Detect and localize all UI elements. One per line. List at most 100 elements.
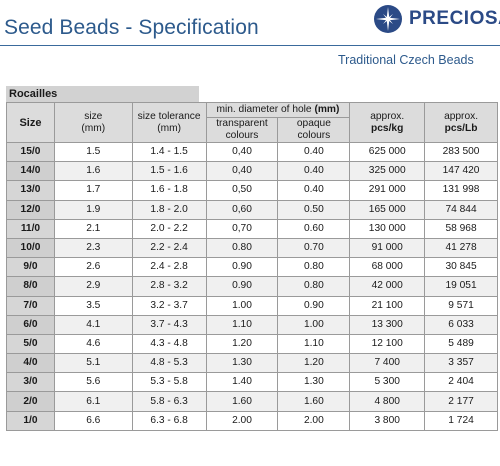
table-cell-mm: 2.9 (53, 276, 133, 297)
table-cell-size: 7/0 (6, 295, 55, 316)
table-cell-tolerance: 3.7 - 4.3 (131, 314, 207, 335)
table-row: 13/0 1.7 1.6 - 1.8 0,50 0.40 291 000 131 998 (6, 180, 498, 201)
column-header-size: Size (6, 102, 55, 143)
header-divider (0, 45, 500, 46)
table-cell-kg: 91 000 (349, 237, 426, 259)
table-cell-mm: 4.6 (53, 333, 133, 355)
table-cell-lb: 6 033 (424, 314, 498, 335)
table-cell-tolerance: 2.4 - 2.8 (131, 257, 207, 278)
table-cell-lb: 1 724 (424, 410, 498, 431)
table-row: 8/0 2.9 2.8 - 3.2 0.90 0.80 42 000 19 051 (6, 276, 498, 297)
column-group-hole-diameter: min. diameter of hole (mm) (205, 102, 351, 118)
table-cell-size: 4/0 (6, 353, 55, 374)
table-cell-transparent: 0,50 (205, 180, 279, 201)
table-cell-tolerance: 2.0 - 2.2 (131, 218, 207, 239)
table-cell-tolerance: 1.4 - 1.5 (131, 141, 207, 163)
table-cell-mm: 5.6 (53, 372, 133, 393)
table-row: 10/0 2.3 2.2 - 2.4 0.80 0.70 91 000 41 278 (6, 237, 498, 259)
table-cell-opaque: 0.40 (277, 161, 351, 182)
table-row: 5/0 4.6 4.3 - 4.8 1.20 1.10 12 100 5 489 (6, 333, 498, 355)
column-header-transparent: transparent colours (205, 117, 279, 143)
table-row: 12/0 1.9 1.8 - 2.0 0,60 0.50 165 000 74 844 (6, 199, 498, 220)
table-cell-mm: 1.9 (53, 199, 133, 220)
table-cell-transparent: 1.10 (205, 314, 279, 335)
section-label: Rocailles (6, 86, 199, 102)
table-cell-tolerance: 2.2 - 2.4 (131, 237, 207, 259)
column-header-pcs-kg: approx. pcs/kg (349, 102, 426, 143)
table-cell-transparent: 0,40 (205, 141, 279, 163)
table-cell-mm: 2.6 (53, 257, 133, 278)
table-cell-transparent: 0,40 (205, 161, 279, 182)
star-burst-icon (374, 5, 402, 33)
table-row: 4/0 5.1 4.8 - 5.3 1.30 1.20 7 400 3 357 (6, 353, 498, 374)
brand-tagline: Traditional Czech Beads (338, 53, 474, 67)
table-cell-opaque: 1.20 (277, 353, 351, 374)
column-header-pcs-lb: approx. pcs/Lb (424, 102, 498, 143)
table-cell-kg: 42 000 (349, 276, 426, 297)
table-cell-lb: 30 845 (424, 257, 498, 278)
table-cell-mm: 6.6 (53, 410, 133, 431)
table-cell-opaque: 2.00 (277, 410, 351, 431)
table-cell-kg: 68 000 (349, 257, 426, 278)
table-cell-kg: 13 300 (349, 314, 426, 335)
table-cell-mm: 1.6 (53, 161, 133, 182)
table-cell-opaque: 0.90 (277, 295, 351, 316)
table-cell-opaque: 1.30 (277, 372, 351, 393)
table-row: 7/0 3.5 3.2 - 3.7 1.00 0.90 21 100 9 571 (6, 295, 498, 316)
table-cell-size: 15/0 (6, 141, 55, 163)
table-body: 15/0 1.5 1.4 - 1.5 0,40 0.40 625 000 283 500 14… (6, 141, 498, 431)
brand-logo: PRECIOSA (373, 4, 500, 34)
table-cell-size: 5/0 (6, 333, 55, 355)
column-header-opaque: opaque colours (277, 117, 351, 143)
table-cell-transparent: 0,70 (205, 218, 279, 239)
table-cell-tolerance: 5.3 - 5.8 (131, 372, 207, 393)
table-cell-lb: 58 968 (424, 218, 498, 239)
table-cell-mm: 4.1 (53, 314, 133, 335)
table-cell-size: 14/0 (6, 161, 55, 182)
column-header-tolerance: size tolerance (mm) (131, 102, 207, 143)
table-cell-tolerance: 3.2 - 3.7 (131, 295, 207, 316)
table-cell-size: 13/0 (6, 180, 55, 201)
table-cell-kg: 5 300 (349, 372, 426, 393)
table-cell-transparent: 1.40 (205, 372, 279, 393)
table-cell-tolerance: 1.6 - 1.8 (131, 180, 207, 201)
table-cell-transparent: 0.80 (205, 237, 279, 259)
table-cell-opaque: 0.80 (277, 276, 351, 297)
table-cell-transparent: 1.00 (205, 295, 279, 316)
table-cell-lb: 2 404 (424, 372, 498, 393)
table-cell-size: 1/0 (6, 410, 55, 431)
table-cell-opaque: 0.60 (277, 218, 351, 239)
table-cell-lb: 2 177 (424, 391, 498, 412)
table-cell-tolerance: 4.3 - 4.8 (131, 333, 207, 355)
table-cell-lb: 41 278 (424, 237, 498, 259)
table-cell-lb: 131 998 (424, 180, 498, 201)
table-cell-kg: 3 800 (349, 410, 426, 431)
table-cell-opaque: 0.70 (277, 237, 351, 259)
table-cell-opaque: 1.10 (277, 333, 351, 355)
table-cell-tolerance: 1.8 - 2.0 (131, 199, 207, 220)
table-cell-kg: 130 000 (349, 218, 426, 239)
specification-table: Size size (mm) size tolerance (mm) min. di… (6, 102, 498, 431)
table-cell-lb: 19 051 (424, 276, 498, 297)
table-cell-lb: 74 844 (424, 199, 498, 220)
table-cell-tolerance: 2.8 - 3.2 (131, 276, 207, 297)
table-cell-size: 12/0 (6, 199, 55, 220)
table-cell-opaque: 1.60 (277, 391, 351, 412)
column-header-size-mm: size (mm) (53, 102, 133, 143)
brand-name: PRECIOSA (409, 8, 500, 29)
table-row: 11/0 2.1 2.0 - 2.2 0,70 0.60 130 000 58 968 (6, 218, 498, 239)
table-cell-mm: 2.3 (53, 237, 133, 259)
table-cell-lb: 9 571 (424, 295, 498, 316)
table-cell-kg: 625 000 (349, 141, 426, 163)
table-cell-mm: 3.5 (53, 295, 133, 316)
page-title: Seed Beads - Specification (4, 16, 259, 39)
table-cell-kg: 7 400 (349, 353, 426, 374)
table-cell-transparent: 1.60 (205, 391, 279, 412)
table-cell-kg: 4 800 (349, 391, 426, 412)
table-cell-transparent: 0.90 (205, 257, 279, 278)
table-cell-tolerance: 4.8 - 5.3 (131, 353, 207, 374)
table-row: 1/0 6.6 6.3 - 6.8 2.00 2.00 3 800 1 724 (6, 410, 498, 431)
table-cell-transparent: 1.30 (205, 353, 279, 374)
table-cell-opaque: 0.80 (277, 257, 351, 278)
table-cell-kg: 165 000 (349, 199, 426, 220)
